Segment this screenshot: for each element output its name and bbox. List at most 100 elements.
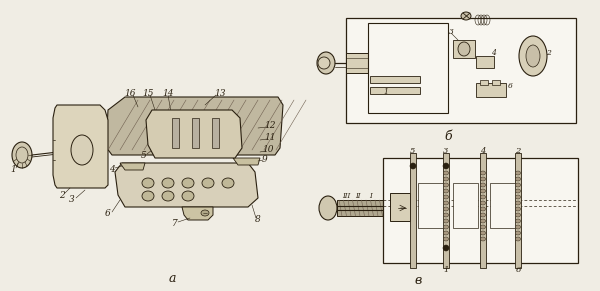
Ellipse shape — [481, 231, 485, 235]
Bar — [390, 193, 410, 221]
Ellipse shape — [443, 219, 449, 223]
Polygon shape — [120, 163, 145, 170]
Bar — [480, 153, 486, 268]
Bar — [370, 87, 420, 94]
Polygon shape — [106, 97, 283, 155]
Ellipse shape — [481, 195, 485, 199]
Ellipse shape — [515, 237, 521, 241]
Polygon shape — [53, 105, 108, 188]
Text: 1: 1 — [383, 88, 388, 96]
Bar — [490, 183, 515, 228]
Ellipse shape — [182, 191, 194, 201]
Ellipse shape — [515, 177, 521, 181]
Bar — [480, 80, 488, 85]
Bar — [476, 56, 494, 68]
Ellipse shape — [443, 213, 449, 217]
Bar — [453, 40, 475, 58]
Text: 3: 3 — [443, 147, 449, 155]
Ellipse shape — [515, 213, 521, 217]
Ellipse shape — [481, 183, 485, 187]
Polygon shape — [146, 110, 242, 158]
Text: 3: 3 — [449, 28, 454, 36]
Ellipse shape — [458, 42, 470, 56]
Text: 12: 12 — [264, 122, 276, 130]
Ellipse shape — [526, 45, 540, 67]
Bar — [383, 158, 578, 263]
Ellipse shape — [162, 191, 174, 201]
Ellipse shape — [481, 237, 485, 241]
Text: 9: 9 — [262, 155, 268, 164]
Ellipse shape — [515, 231, 521, 235]
Ellipse shape — [443, 189, 449, 193]
Text: 8: 8 — [255, 216, 261, 224]
Bar — [515, 153, 521, 268]
Text: 4: 4 — [109, 166, 115, 175]
Bar — [192, 118, 199, 148]
Ellipse shape — [443, 171, 449, 175]
Ellipse shape — [443, 207, 449, 211]
Ellipse shape — [481, 219, 485, 223]
Text: II: II — [355, 192, 361, 200]
Bar — [418, 183, 443, 228]
Text: б: б — [444, 129, 452, 143]
Ellipse shape — [515, 225, 521, 229]
Ellipse shape — [481, 201, 485, 205]
Text: 4: 4 — [491, 49, 496, 57]
Polygon shape — [182, 207, 213, 220]
Bar — [453, 183, 478, 228]
Bar — [370, 76, 420, 83]
Bar — [368, 23, 448, 113]
Text: 10: 10 — [262, 146, 274, 155]
Text: 15: 15 — [142, 88, 154, 97]
Text: 2: 2 — [59, 191, 65, 200]
Bar — [492, 80, 500, 85]
Ellipse shape — [71, 135, 93, 165]
Text: 5: 5 — [410, 147, 416, 155]
Bar — [443, 153, 449, 268]
Ellipse shape — [12, 142, 32, 168]
Text: 13: 13 — [214, 88, 226, 97]
Text: 2: 2 — [515, 147, 521, 155]
Polygon shape — [115, 163, 258, 207]
Ellipse shape — [410, 163, 416, 169]
Ellipse shape — [515, 171, 521, 175]
Ellipse shape — [319, 196, 337, 220]
Text: 6: 6 — [105, 210, 111, 219]
Ellipse shape — [142, 178, 154, 188]
Text: 11: 11 — [264, 134, 276, 143]
Text: 6: 6 — [515, 266, 521, 274]
Text: 2: 2 — [545, 49, 550, 57]
Ellipse shape — [515, 183, 521, 187]
Text: 14: 14 — [162, 88, 174, 97]
Text: 7: 7 — [172, 219, 178, 228]
Ellipse shape — [519, 36, 547, 76]
Text: 1: 1 — [443, 266, 449, 274]
Bar — [410, 153, 416, 268]
Ellipse shape — [481, 177, 485, 181]
Ellipse shape — [515, 201, 521, 205]
Ellipse shape — [515, 207, 521, 211]
Ellipse shape — [222, 178, 234, 188]
Ellipse shape — [182, 178, 194, 188]
Text: I: I — [368, 192, 371, 200]
Text: в: в — [415, 274, 422, 288]
Text: 3: 3 — [69, 196, 75, 205]
Bar — [172, 118, 179, 148]
Ellipse shape — [515, 219, 521, 223]
Text: III: III — [342, 192, 350, 200]
Bar — [476, 83, 506, 97]
Ellipse shape — [443, 201, 449, 205]
Ellipse shape — [317, 52, 335, 74]
Ellipse shape — [142, 191, 154, 201]
Ellipse shape — [481, 225, 485, 229]
Ellipse shape — [443, 225, 449, 229]
Ellipse shape — [481, 171, 485, 175]
Ellipse shape — [515, 189, 521, 193]
Ellipse shape — [481, 189, 485, 193]
Text: 16: 16 — [124, 88, 136, 97]
Ellipse shape — [481, 213, 485, 217]
Ellipse shape — [201, 210, 209, 216]
Ellipse shape — [443, 195, 449, 199]
Bar — [346, 18, 576, 123]
Text: 5: 5 — [141, 152, 147, 161]
